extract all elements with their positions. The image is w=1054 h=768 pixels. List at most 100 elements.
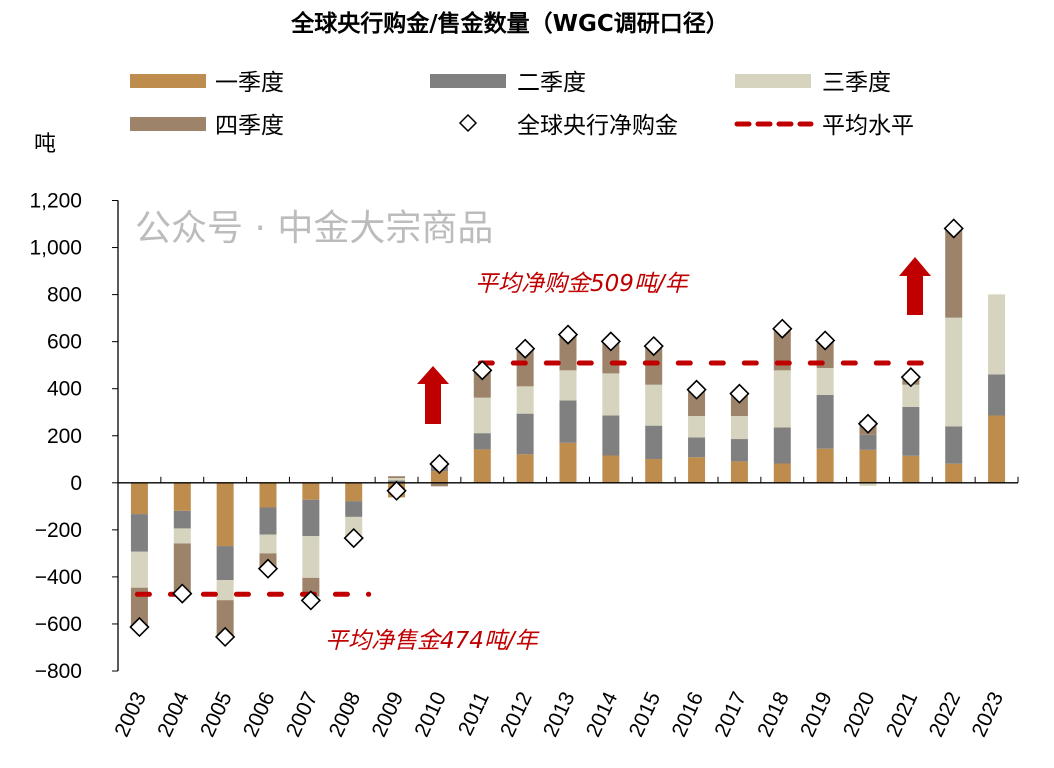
legend-label-q3: 三季度 [822,70,891,96]
x-tick-label: 2015 [625,688,666,740]
x-tick-label: 2018 [753,688,794,740]
bar-2018-q4 [773,328,791,371]
net-purchase-marker-2003 [129,616,150,638]
bar-2010-q4 [430,482,448,487]
bar-2003-q3 [130,551,148,588]
y-tick-label: −600 [35,613,82,636]
net-purchase-marker-2019 [815,330,836,351]
net-purchase-marker-2017 [729,383,750,404]
net-purchase-marker-2015 [643,335,664,357]
net-purchase-marker-2010 [429,453,450,475]
bar-2021-q1 [902,455,920,483]
net-purchase-marker-2013 [557,324,579,345]
y-tick-label: 200 [47,425,82,448]
bar-2014-q1 [602,455,620,483]
x-tick-label: 2019 [796,688,837,740]
bar-2003-q1 [130,482,148,515]
net-purchase-marker-2014 [600,331,621,352]
bar-2003-q4 [130,587,148,628]
bar-2014-q2 [602,415,620,456]
bar-2007-q2 [302,499,320,537]
bar-2013-q1 [559,442,577,483]
y-tick-label: 0 [70,472,82,495]
y-tick-label: −400 [35,566,82,589]
bar-2010-q1 [430,471,448,483]
bar-2005-q2 [216,546,234,581]
y-tick-label: 1,200 [29,190,82,213]
bar-2014-q3 [602,373,620,416]
x-tick-label: 2011 [454,688,494,739]
bar-2004-q2 [173,510,191,529]
bar-2008-q2 [345,501,363,517]
bar-2015-q2 [645,425,663,460]
bar-2022-q4 [945,228,963,318]
net-purchase-marker-2006 [257,558,279,579]
bar-2016-q3 [688,415,706,438]
legend-swatch-q4 [130,117,206,131]
y-axis-label: 吨 [34,132,56,157]
bar-2017-q2 [730,439,748,462]
x-tick-label: 2022 [925,688,966,740]
x-tick-label: 2008 [325,688,366,740]
bar-2019-q3 [816,367,834,395]
bar-2007-q3 [302,536,320,578]
bar-2005-q3 [216,580,234,601]
x-tick-label: 2007 [282,688,323,740]
bar-2011-q4 [473,370,491,398]
x-tick-label: 2003 [110,688,151,740]
bar-2022-q3 [945,317,963,427]
bar-2007-q1 [302,482,320,500]
bar-2009-q3 [388,478,406,481]
bar-2022-q1 [945,463,963,483]
bar-2006-q2 [259,507,277,535]
bar-2020-q1 [859,449,877,483]
bar-2021-q2 [902,406,920,456]
bar-2012-q3 [516,386,534,414]
bar-2016-q1 [688,457,706,483]
bar-2017-q3 [730,415,748,440]
bar-2011-q3 [473,397,491,434]
y-tick-label: −800 [35,660,82,683]
x-tick-label: 2023 [968,688,1009,740]
net-purchase-marker-2009 [386,480,407,501]
x-tick-label: 2005 [196,688,237,740]
bar-2009-q4 [388,476,406,479]
y-tick-label: −200 [35,519,82,542]
net-purchase-marker-2011 [472,360,493,381]
bar-2020-q3 [859,482,877,486]
legend-swatch-q1 [130,74,206,88]
net-purchase-marker-2018 [772,318,793,339]
bar-2020-q2 [859,434,877,450]
bar-2012-q2 [516,413,534,455]
bar-2016-q2 [688,437,706,458]
x-tick-label: 2014 [582,688,623,740]
y-tick-label: 1,000 [29,237,82,260]
bar-2003-q2 [130,514,148,552]
bar-2013-q2 [559,400,577,443]
x-tick-label: 2004 [153,688,194,740]
x-tick-label: 2006 [239,688,280,740]
net-purchase-marker-2007 [300,590,321,611]
legend-label-average: 平均水平 [822,113,914,139]
bar-2013-q3 [559,370,577,401]
bar-2005-q1 [216,482,234,547]
legend-label-q1: 一季度 [215,70,284,96]
net-purchase-marker-2008 [343,527,364,549]
legend-label-q2: 二季度 [517,70,586,96]
bar-2019-q2 [816,394,834,449]
bar-2004-q3 [173,528,191,544]
bar-2004-q1 [173,482,191,511]
bar-2023-q2 [988,374,1006,416]
bar-2006-q1 [259,482,277,508]
x-tick-label: 2020 [839,688,880,740]
net-purchase-marker-2020 [857,413,879,434]
legend-swatch-q3 [735,74,811,88]
plot-area: −800 −600 −400 −200 0 200 400 600 800 1,000 1,200 2… [29,190,1019,740]
bar-2017-q1 [730,461,748,483]
bar-2023-q3 [988,294,1006,375]
bar-2008-q1 [345,482,363,502]
x-tick-label: 2010 [410,688,451,740]
y-tick-label: 600 [47,331,82,354]
bar-2018-q1 [773,463,791,483]
